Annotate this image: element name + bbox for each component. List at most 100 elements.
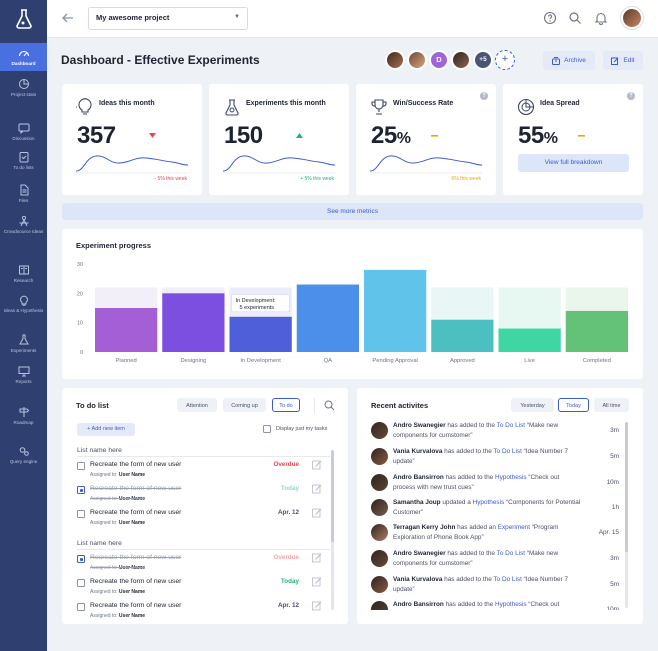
info-icon[interactable]: ?: [480, 92, 488, 100]
activity-link[interactable]: To Do List: [493, 448, 522, 455]
bar-in-development[interactable]: [229, 316, 292, 352]
avatar[interactable]: [407, 50, 427, 70]
activity-user[interactable]: Terragan Kerry John: [393, 524, 456, 531]
activity-link[interactable]: To Do List: [493, 576, 522, 583]
edit-icon[interactable]: [312, 460, 322, 470]
avatar[interactable]: [371, 422, 388, 439]
info-icon[interactable]: ?: [627, 92, 635, 100]
user-avatar[interactable]: [621, 7, 643, 29]
activity-user[interactable]: Samantha Joup: [393, 499, 441, 506]
todo-checkbox[interactable]: [77, 510, 85, 518]
activity-link[interactable]: Hypothesis: [472, 499, 505, 506]
kpi-card-ideas-this-month: Ideas this month 357 - 5% this week: [62, 84, 202, 195]
todo-item: Recreate the form of new user Assigned to…: [77, 601, 322, 623]
todo-checkbox[interactable]: [77, 579, 85, 587]
search-icon[interactable]: [568, 11, 582, 25]
todo-checkbox[interactable]: [77, 555, 85, 563]
sidebar-item-dashboard[interactable]: Dashboard: [0, 43, 47, 71]
avatar[interactable]: [371, 601, 388, 610]
avatar[interactable]: [371, 448, 388, 465]
edit-icon[interactable]: [312, 553, 322, 563]
bar-tooltip: In Development:5 experiments: [231, 294, 290, 313]
edit-button[interactable]: Edit: [603, 51, 643, 70]
sidebar-item-roadmap[interactable]: Roadmap: [0, 404, 47, 430]
activity-item: Andro Bansirron has added to the Hypothe…: [371, 473, 621, 497]
see-more-metrics-button[interactable]: See more metrics: [62, 203, 643, 220]
bar-approved[interactable]: [431, 319, 494, 352]
add-member-button[interactable]: +: [495, 50, 515, 70]
back-arrow-icon[interactable]: [61, 11, 75, 25]
assigned-label: Assigned to:: [90, 589, 118, 595]
todo-tab-attention[interactable]: Attention: [177, 398, 217, 412]
todo-tab-coming-up[interactable]: Coming up: [223, 398, 266, 412]
avatar[interactable]: [371, 576, 388, 593]
bar-pending-approval[interactable]: [364, 269, 427, 352]
view-full-breakdown-button[interactable]: View full breakdown: [518, 154, 629, 172]
todo-status: Today: [280, 485, 299, 492]
bar-live[interactable]: [498, 328, 561, 352]
app-logo[interactable]: [0, 0, 47, 38]
activity-link[interactable]: Experiment: [497, 524, 531, 531]
sidebar-item-experiments[interactable]: Experiments: [0, 332, 47, 358]
sidebar-item-discussion[interactable]: Discussion: [0, 120, 47, 146]
bell-icon[interactable]: [594, 11, 608, 25]
activity-item: Vania Kurvalova has added to the To Do L…: [371, 447, 621, 471]
todo-checkbox[interactable]: [77, 486, 85, 494]
activity-user[interactable]: Vania Kurvalova: [393, 448, 443, 455]
todo-tab-to-do[interactable]: To do: [272, 398, 300, 412]
activity-user[interactable]: Andro Swanegier: [393, 550, 446, 557]
activity-link[interactable]: Hypothesis: [494, 474, 527, 481]
todo-item-text: Recreate the form of new user: [90, 602, 182, 609]
assignee-name: User Name: [118, 520, 146, 526]
bar-qa[interactable]: [296, 284, 359, 352]
sidebar-item-reports[interactable]: Reports: [0, 363, 47, 389]
activity-user[interactable]: Vania Kurvalova: [393, 576, 443, 583]
more-members-badge[interactable]: +5: [473, 50, 493, 70]
edit-icon[interactable]: [312, 601, 322, 611]
sidebar-item-research[interactable]: Research: [0, 262, 47, 288]
sidebar-item-files[interactable]: Files: [0, 182, 47, 208]
x-tick-label: Pending Approval: [372, 358, 417, 364]
sidebar-item-crowdsource-ideas[interactable]: Crowdsource Ideas: [0, 213, 47, 239]
avatar[interactable]: [385, 50, 405, 70]
sidebar: Dashboard Project stats Discussion To do li…: [0, 0, 47, 651]
edit-icon[interactable]: [312, 508, 322, 518]
sidebar-item-to-do-lists[interactable]: To do lists: [0, 149, 47, 175]
tooltip-label: In Development:: [236, 298, 277, 304]
avatar[interactable]: [451, 50, 471, 70]
todo-checkbox[interactable]: [77, 462, 85, 470]
avatar[interactable]: [371, 474, 388, 491]
add-new-item-button[interactable]: + Add new item: [77, 423, 135, 436]
todo-item: Recreate the form of new user Assigned to…: [77, 484, 322, 506]
activity-user[interactable]: Andro Bansirron: [393, 601, 444, 608]
activity-tab-all-time[interactable]: All time: [594, 398, 629, 412]
bar-planned[interactable]: [95, 308, 158, 352]
bar-designing[interactable]: [162, 293, 225, 352]
sidebar-item-project-stats[interactable]: Project stats: [0, 76, 47, 102]
activity-tab-yesterday[interactable]: Yesterday: [511, 398, 554, 412]
divider: [77, 456, 330, 457]
sidebar-item-query-engine[interactable]: Query engine: [0, 443, 47, 469]
bar-completed[interactable]: [565, 310, 628, 352]
edit-icon[interactable]: [312, 577, 322, 587]
avatar-letter[interactable]: D: [429, 50, 449, 70]
edit-icon[interactable]: [312, 484, 322, 494]
todo-checkbox[interactable]: [77, 603, 85, 611]
activity-user[interactable]: Andro Swanegier: [393, 422, 446, 429]
activity-user[interactable]: Andro Bansirron: [393, 474, 444, 481]
activity-link[interactable]: To Do List: [496, 422, 526, 429]
avatar[interactable]: [371, 499, 388, 516]
todo-scrollbar[interactable]: [331, 450, 334, 610]
activity-link[interactable]: To Do List: [496, 550, 526, 557]
activity-tab-today[interactable]: Today: [558, 398, 589, 412]
activity-link[interactable]: Hypothesis: [494, 601, 527, 608]
help-icon[interactable]: [543, 11, 557, 25]
search-icon[interactable]: [324, 400, 335, 411]
avatar[interactable]: [371, 550, 388, 567]
project-select[interactable]: My awesome project ▼: [88, 7, 248, 30]
sidebar-item-ideas-hypothesis[interactable]: Ideas & Hypothesis: [0, 292, 47, 318]
archive-button[interactable]: Archive: [543, 51, 595, 70]
avatar[interactable]: [371, 524, 388, 541]
display-my-tasks-checkbox[interactable]: [263, 425, 271, 433]
activity-scrollbar[interactable]: [625, 422, 628, 608]
